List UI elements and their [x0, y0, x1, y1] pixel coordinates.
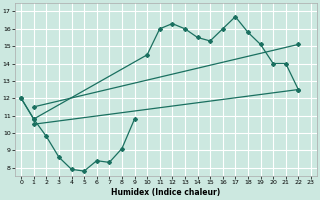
X-axis label: Humidex (Indice chaleur): Humidex (Indice chaleur) — [111, 188, 221, 197]
